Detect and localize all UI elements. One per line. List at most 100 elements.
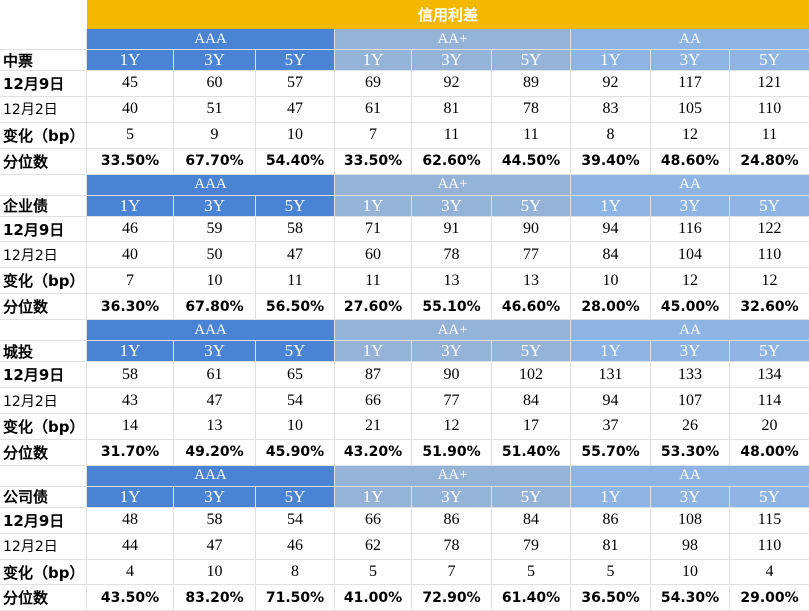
table-cell: 83.20%	[174, 586, 256, 611]
table-cell: 12	[651, 123, 730, 149]
table-cell: 46.60%	[492, 294, 571, 320]
table-cell: 29.00%	[730, 586, 809, 611]
table-cell: 72.90%	[412, 586, 492, 611]
table-cell: 60	[335, 243, 412, 269]
table-cell: 55.70%	[571, 440, 651, 466]
table-cell: 83	[571, 97, 651, 123]
table-cell: 86	[571, 508, 651, 534]
table-cell: 108	[651, 508, 730, 534]
table-cell: 48.60%	[651, 149, 730, 175]
table-cell: 54	[256, 508, 335, 534]
row-label: 分位数	[0, 294, 87, 320]
tenor-header: 3Y	[174, 341, 256, 362]
table-cell: 10	[256, 123, 335, 149]
tenor-header: 3Y	[412, 196, 492, 217]
tenor-header: 3Y	[174, 50, 256, 71]
grade-header-aa: AA	[571, 29, 809, 50]
table-cell: 49.20%	[174, 440, 256, 466]
table-cell: 71.50%	[256, 586, 335, 611]
section-label-spacer	[0, 466, 87, 487]
table-cell: 90	[492, 217, 571, 243]
corner-cell	[0, 0, 88, 30]
tenor-header: 3Y	[412, 487, 492, 508]
table-cell: 61	[335, 97, 412, 123]
table-cell: 71	[335, 217, 412, 243]
row-label: 12月9日	[0, 508, 87, 534]
table-cell: 39.40%	[571, 149, 651, 175]
table-cell: 8	[256, 560, 335, 586]
table-cell: 13	[492, 268, 571, 294]
table-cell: 47	[256, 243, 335, 269]
table-cell: 43.20%	[335, 440, 412, 466]
table-cell: 36.30%	[87, 294, 174, 320]
table-cell: 12	[651, 268, 730, 294]
table-cell: 44.50%	[492, 149, 571, 175]
row-label: 12月9日	[0, 217, 87, 243]
section-name: 公司债	[0, 487, 87, 508]
tenor-header: 3Y	[174, 487, 256, 508]
grade-header-aaa: AAA	[87, 320, 335, 341]
row-label: 12月9日	[0, 362, 87, 388]
table-cell: 10	[174, 268, 256, 294]
row-label: 变化（bp）	[0, 268, 87, 294]
table-cell: 31.70%	[87, 440, 174, 466]
table-cell: 27.60%	[335, 294, 412, 320]
table-cell: 8	[571, 123, 651, 149]
table-cell: 62.60%	[412, 149, 492, 175]
tenor-header: 1Y	[335, 196, 412, 217]
table-cell: 43	[87, 388, 174, 414]
grade-header-aa-plus: AA+	[335, 175, 571, 196]
table-cell: 10	[174, 560, 256, 586]
table-cell: 77	[412, 388, 492, 414]
table-cell: 11	[492, 123, 571, 149]
table-cell: 107	[651, 388, 730, 414]
table-cell: 51	[174, 97, 256, 123]
table-cell: 65	[256, 362, 335, 388]
tenor-header: 5Y	[492, 50, 571, 71]
table-cell: 90	[412, 362, 492, 388]
table-cell: 61	[174, 362, 256, 388]
table-cell: 17	[492, 414, 571, 440]
table-cell: 55.10%	[412, 294, 492, 320]
table-cell: 36.50%	[571, 586, 651, 611]
table-cell: 56.50%	[256, 294, 335, 320]
tenor-header: 1Y	[335, 341, 412, 362]
table-cell: 67.70%	[174, 149, 256, 175]
table-cell: 54.40%	[256, 149, 335, 175]
table-cell: 84	[492, 508, 571, 534]
grade-header-aa: AA	[571, 466, 809, 487]
table-cell: 131	[571, 362, 651, 388]
table-cell: 5	[335, 560, 412, 586]
table-cell: 110	[730, 243, 809, 269]
table-cell: 10	[571, 268, 651, 294]
table-cell: 50	[174, 243, 256, 269]
table-cell: 62	[335, 534, 412, 560]
table-cell: 9	[174, 123, 256, 149]
table-cell: 77	[492, 243, 571, 269]
table-cell: 13	[174, 414, 256, 440]
tenor-header: 5Y	[256, 50, 335, 71]
tenor-header: 1Y	[87, 50, 174, 71]
table-cell: 7	[87, 268, 174, 294]
table-cell: 5	[492, 560, 571, 586]
tenor-header: 5Y	[256, 196, 335, 217]
section-label-spacer	[0, 29, 87, 50]
table-cell: 32.60%	[730, 294, 809, 320]
row-label: 变化（bp）	[0, 414, 87, 440]
grade-header-aa: AA	[571, 320, 809, 341]
row-label: 12月9日	[0, 71, 87, 97]
table-cell: 57	[256, 71, 335, 97]
table-cell: 37	[571, 414, 651, 440]
section-name: 中票	[0, 50, 87, 71]
table-cell: 102	[492, 362, 571, 388]
table-cell: 122	[730, 217, 809, 243]
tenor-header: 3Y	[651, 341, 730, 362]
row-label: 12月2日	[0, 97, 87, 123]
table-cell: 134	[730, 362, 809, 388]
tenor-header: 1Y	[571, 341, 651, 362]
tenor-header: 5Y	[730, 50, 809, 71]
table-cell: 81	[571, 534, 651, 560]
table-cell: 94	[571, 388, 651, 414]
grade-header-aa-plus: AA+	[335, 466, 571, 487]
tenor-header: 5Y	[730, 341, 809, 362]
